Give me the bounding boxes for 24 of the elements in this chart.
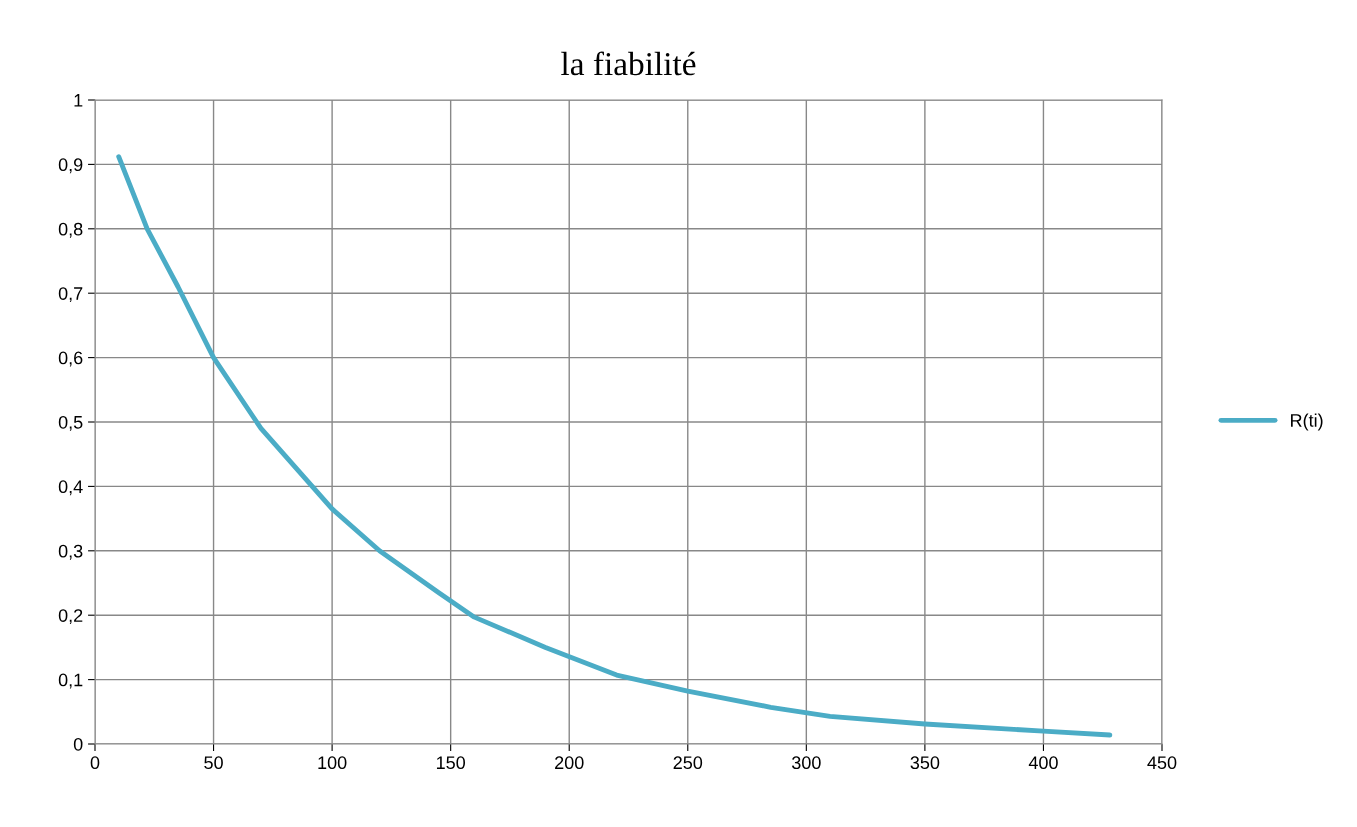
y-tick-label: 0,1	[58, 673, 83, 689]
x-tick-label: 0	[90, 756, 100, 770]
y-tick-label: 0,6	[58, 351, 83, 367]
line-series	[116, 154, 1113, 738]
y-tick-label: 0	[73, 737, 83, 751]
y-tick-label: 0,9	[58, 158, 83, 174]
x-tick-label: 50	[204, 756, 223, 770]
x-tick-label: 150	[436, 756, 466, 770]
x-tick-label: 450	[1147, 756, 1177, 770]
x-tick-label: 250	[673, 756, 703, 770]
chart-title: la fiabilité	[561, 51, 696, 76]
x-tick-label: 200	[555, 756, 584, 770]
legend-label: R(ti)	[1291, 413, 1323, 431]
x-tick-label: 100	[318, 756, 347, 770]
y-tick-label: 1	[74, 94, 83, 107]
y-tick-label: 0,8	[58, 222, 83, 238]
y-tick-label: 0,3	[58, 544, 83, 560]
y-tick-label: 0,2	[58, 609, 83, 625]
y-tick-label: 0,7	[58, 287, 83, 303]
x-tick-label: 400	[1028, 756, 1058, 770]
y-tick-label: 0,5	[58, 415, 83, 431]
x-tick-label: 350	[910, 756, 940, 770]
x-tick-label: 300	[791, 756, 821, 770]
y-tick-label: 0,4	[58, 480, 83, 496]
